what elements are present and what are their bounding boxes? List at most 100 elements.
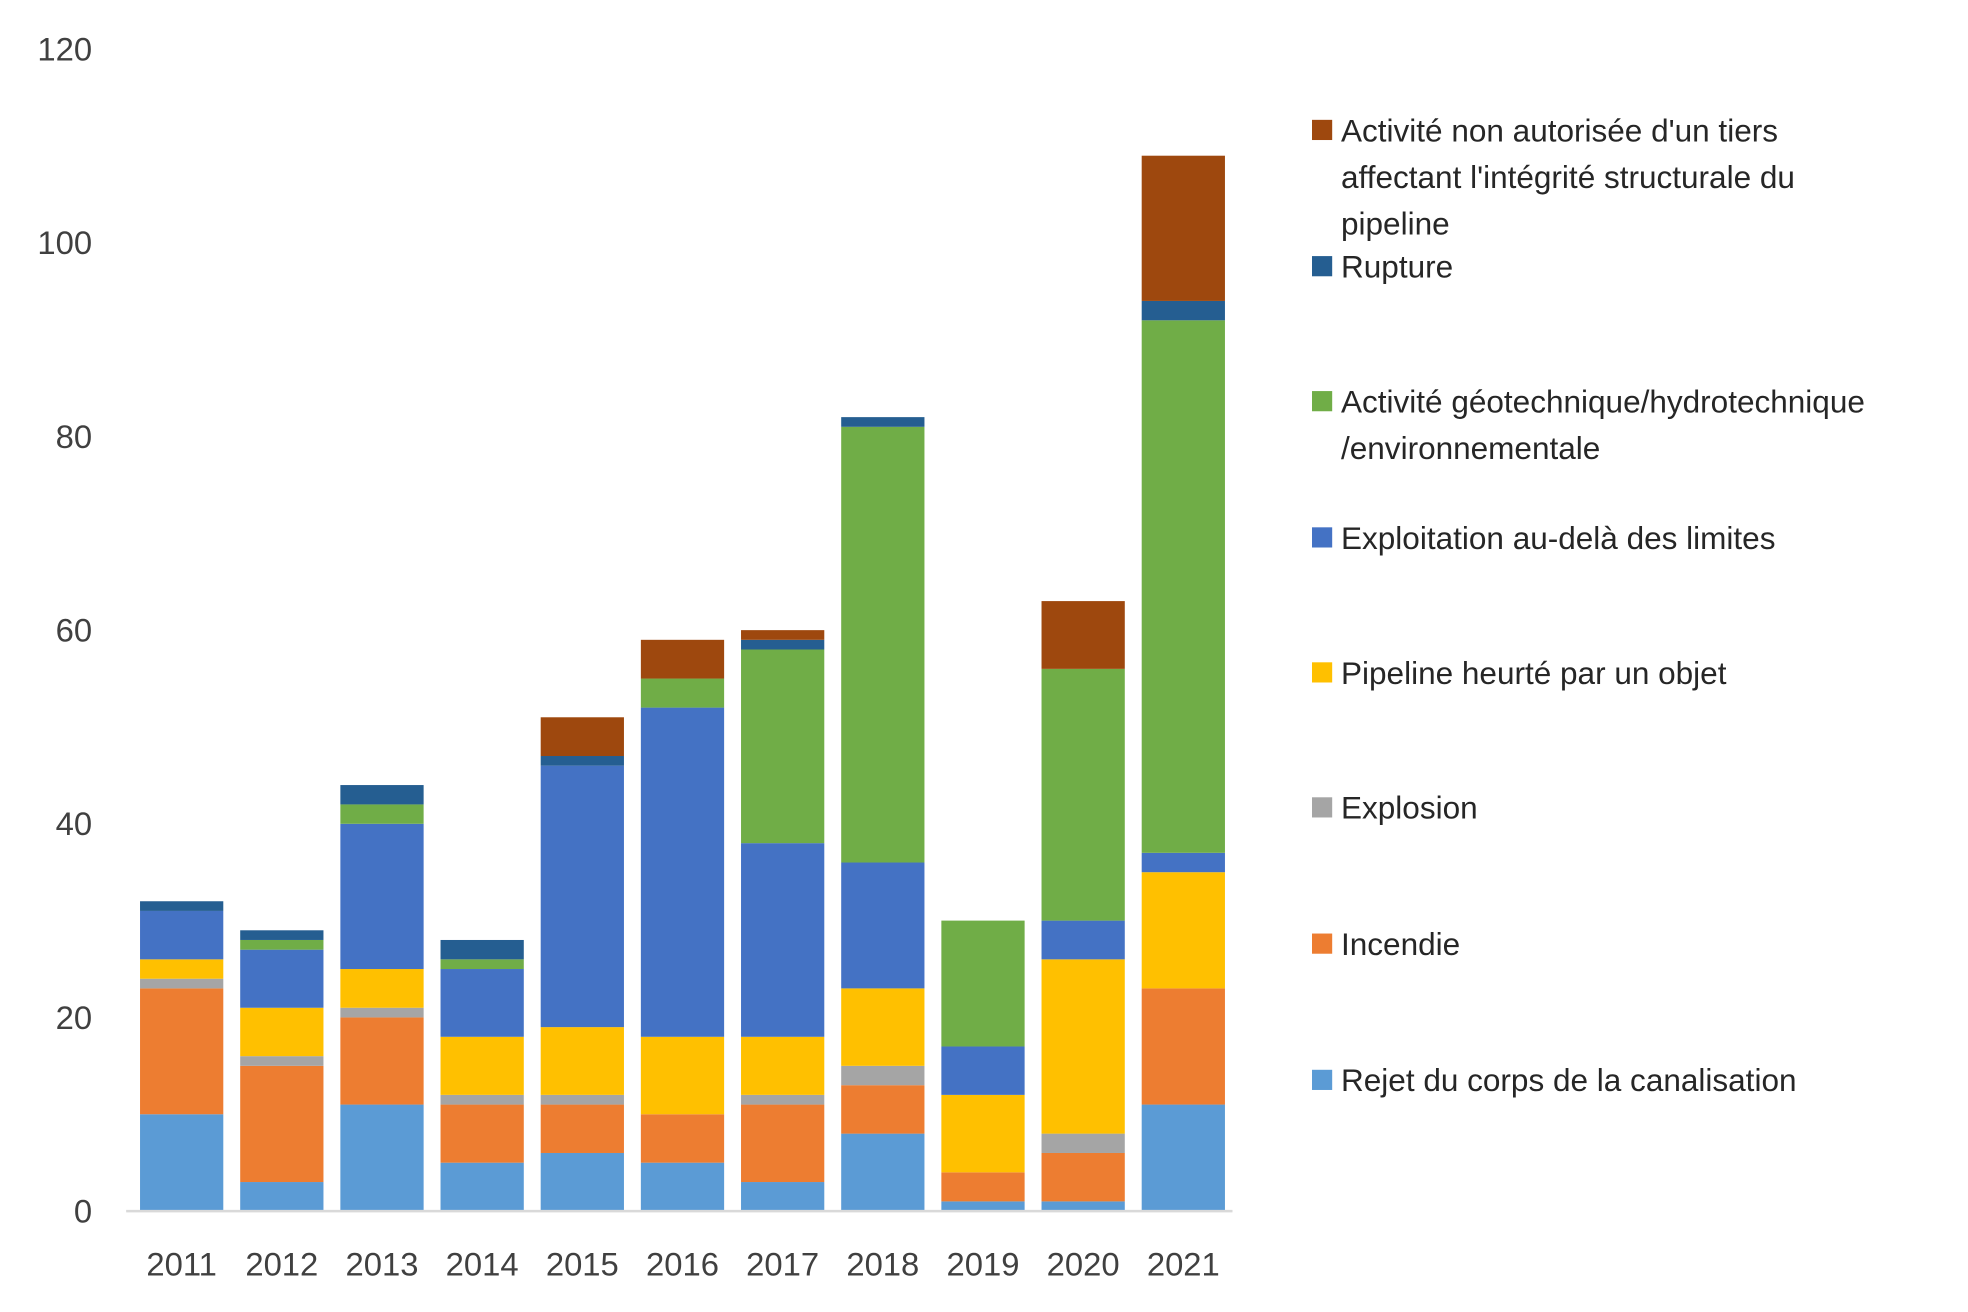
bar-segment-2018-5 bbox=[841, 426, 925, 863]
bar-segment-2017-1 bbox=[741, 1104, 825, 1183]
bar-segment-2011-1 bbox=[140, 988, 224, 1115]
bars-group bbox=[140, 155, 1225, 1212]
legend: Rejet du corps de la canalisation Incendi… bbox=[1312, 112, 1865, 1098]
legend-swatch bbox=[1312, 256, 1333, 277]
legend-item: Rupture bbox=[1312, 249, 1453, 285]
bar-segment-2014-1 bbox=[440, 1104, 524, 1163]
bar-segment-2021-5 bbox=[1141, 320, 1225, 853]
bar-segment-2021-0 bbox=[1141, 1104, 1225, 1212]
bar-segment-2020-2 bbox=[1041, 1133, 1125, 1153]
bar-segment-2015-2 bbox=[540, 1094, 624, 1105]
legend-label: Explosion bbox=[1341, 790, 1478, 826]
x-tick-label: 2012 bbox=[245, 1245, 318, 1282]
bar-segment-2015-1 bbox=[540, 1104, 624, 1153]
x-tick-label: 2013 bbox=[346, 1245, 419, 1282]
x-tick-label: 2015 bbox=[546, 1245, 619, 1282]
bar-segment-2013-2 bbox=[340, 1007, 424, 1018]
bar-segment-2017-4 bbox=[741, 843, 825, 1037]
bar-segment-2012-2 bbox=[240, 1056, 324, 1066]
x-axis-ticks: 2011 2012 2013 2014 2015 2016 2017 2018 2019 2020… bbox=[146, 1245, 1219, 1282]
y-tick-label: 40 bbox=[56, 805, 92, 842]
bar-segment-2020-7 bbox=[1041, 601, 1125, 669]
bar-segment-2016-1 bbox=[640, 1114, 725, 1163]
bar-segment-2016-5 bbox=[640, 678, 725, 708]
x-tick-label: 2016 bbox=[646, 1245, 719, 1282]
bar-segment-2016-3 bbox=[640, 1036, 725, 1115]
bar-segment-2017-5 bbox=[741, 649, 825, 844]
bar-segment-2020-3 bbox=[1041, 959, 1125, 1134]
legend-swatch bbox=[1312, 797, 1333, 818]
bar-segment-2014-0 bbox=[440, 1162, 524, 1212]
bar-segment-2019-3 bbox=[941, 1094, 1025, 1173]
bar-segment-2013-1 bbox=[340, 1017, 424, 1105]
legend-item: Rejet du corps de la canalisation bbox=[1312, 1062, 1797, 1098]
bar-segment-2016-4 bbox=[640, 707, 725, 1037]
bar-segment-2021-6 bbox=[1141, 300, 1225, 321]
legend-item: Activité non autorisée d'un tiers affecta… bbox=[1312, 112, 1795, 242]
legend-label: Exploitation au-delà des limites bbox=[1341, 520, 1775, 556]
bar-segment-2012-1 bbox=[240, 1065, 324, 1183]
bar-segment-2011-0 bbox=[140, 1114, 224, 1212]
y-tick-label: 60 bbox=[56, 611, 92, 648]
bar-segment-2018-0 bbox=[841, 1133, 925, 1212]
legend-item: Explosion bbox=[1312, 790, 1478, 826]
legend-label: Activité non autorisée d'un tiers bbox=[1341, 112, 1778, 148]
bar-segment-2012-6 bbox=[240, 930, 324, 940]
bar-segment-2014-3 bbox=[440, 1036, 524, 1095]
bar-segment-2017-0 bbox=[741, 1182, 825, 1212]
legend-swatch bbox=[1312, 662, 1333, 683]
bar-segment-2015-6 bbox=[540, 756, 624, 766]
bar-segment-2019-5 bbox=[941, 920, 1025, 1047]
legend-label: pipeline bbox=[1341, 206, 1450, 242]
bar-segment-2019-0 bbox=[941, 1201, 1025, 1212]
bar-segment-2015-3 bbox=[540, 1027, 624, 1095]
bar-segment-2014-2 bbox=[440, 1094, 524, 1105]
x-tick-label: 2020 bbox=[1047, 1245, 1120, 1282]
bar-segment-2011-3 bbox=[140, 959, 224, 979]
bar-segment-2018-3 bbox=[841, 988, 925, 1066]
bar-segment-2013-4 bbox=[340, 823, 424, 970]
legend-swatch bbox=[1312, 1069, 1333, 1090]
x-tick-label: 2014 bbox=[446, 1245, 519, 1282]
bar-segment-2014-5 bbox=[440, 959, 524, 970]
bar-segment-2015-7 bbox=[540, 717, 624, 757]
bar-segment-2017-3 bbox=[741, 1036, 825, 1095]
legend-label: Activité géotechnique/hydrotechnique bbox=[1341, 384, 1865, 420]
legend-label: affectant l'intégrité structurale du bbox=[1341, 159, 1795, 195]
bar-segment-2020-0 bbox=[1041, 1201, 1125, 1212]
x-tick-label: 2017 bbox=[746, 1245, 819, 1282]
bar-segment-2018-4 bbox=[841, 862, 925, 989]
bar-segment-2011-6 bbox=[140, 901, 224, 911]
legend-item: Pipeline heurté par un objet bbox=[1312, 655, 1727, 691]
legend-item: Incendie bbox=[1312, 926, 1460, 962]
legend-label: Rejet du corps de la canalisation bbox=[1341, 1062, 1796, 1098]
bar-segment-2011-2 bbox=[140, 978, 224, 989]
bar-segment-2020-1 bbox=[1041, 1152, 1125, 1202]
bar-segment-2014-6 bbox=[440, 939, 524, 960]
bar-segment-2020-4 bbox=[1041, 920, 1125, 960]
bar-segment-2018-2 bbox=[841, 1065, 925, 1086]
bar-segment-2016-7 bbox=[640, 639, 725, 679]
bar-segment-2021-7 bbox=[1141, 155, 1225, 301]
legend-swatch bbox=[1312, 119, 1333, 141]
x-tick-label: 2018 bbox=[846, 1245, 919, 1282]
bar-segment-2015-0 bbox=[540, 1152, 624, 1212]
y-tick-label: 20 bbox=[56, 999, 92, 1036]
y-tick-label: 120 bbox=[37, 31, 92, 68]
x-tick-label: 2011 bbox=[146, 1245, 217, 1282]
bar-segment-2015-4 bbox=[540, 765, 624, 1028]
legend-swatch bbox=[1312, 391, 1333, 412]
bar-segment-2021-1 bbox=[1141, 988, 1225, 1105]
x-tick-label: 2019 bbox=[947, 1245, 1020, 1282]
bar-segment-2011-4 bbox=[140, 910, 224, 960]
bar-segment-2021-3 bbox=[1141, 872, 1225, 989]
bar-segment-2013-0 bbox=[340, 1104, 424, 1212]
bar-segment-2021-4 bbox=[1141, 852, 1225, 873]
bar-segment-2018-1 bbox=[841, 1085, 925, 1134]
x-tick-label: 2021 bbox=[1147, 1245, 1220, 1282]
bar-segment-2012-0 bbox=[240, 1182, 324, 1212]
y-tick-label: 100 bbox=[37, 224, 92, 261]
legend-swatch bbox=[1312, 527, 1333, 548]
bar-segment-2013-5 bbox=[340, 804, 424, 824]
bar-segment-2017-2 bbox=[741, 1094, 825, 1105]
